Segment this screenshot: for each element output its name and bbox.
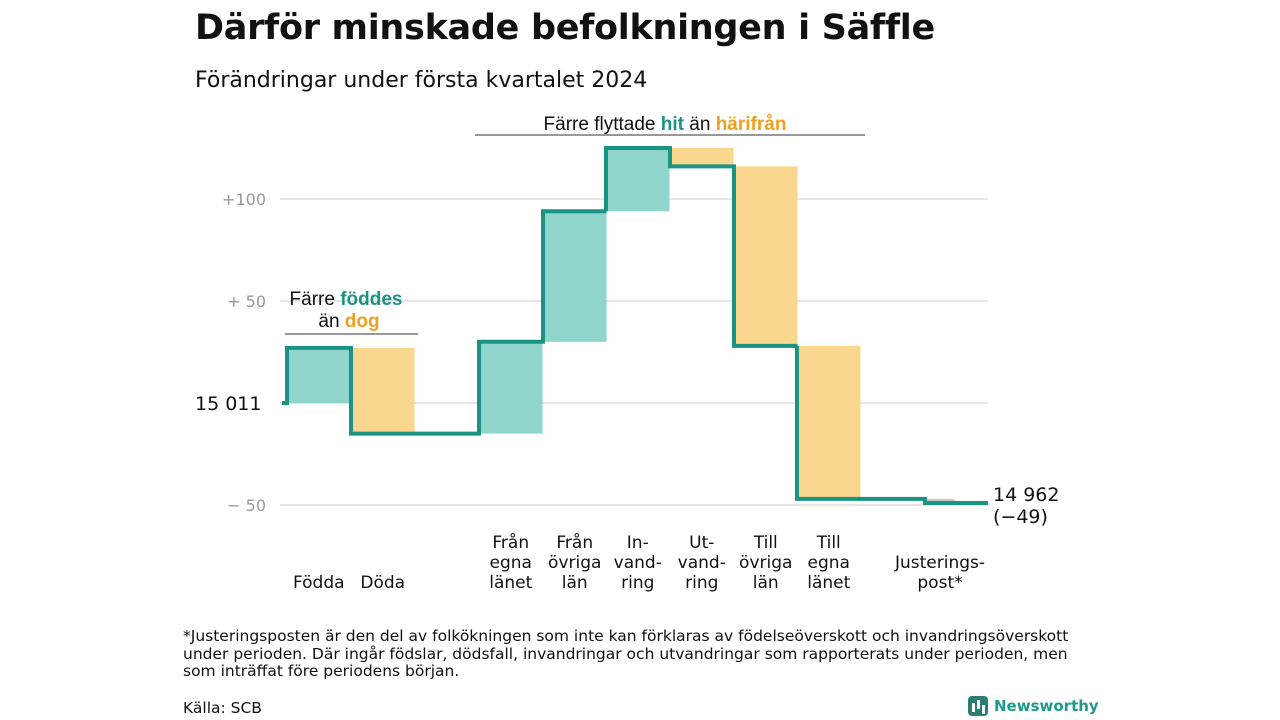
category-label: länet [489, 573, 532, 593]
category-label: län [753, 573, 779, 593]
category-label: Från [492, 532, 529, 553]
category-label: övriga [548, 553, 601, 573]
category-label: län [562, 573, 588, 593]
births-annotation-line1: Färre föddes [290, 289, 403, 310]
waterfall-chart: +100 + 50 − 50 15 011 14 962(−49) Födda Döda Fr… [195, 114, 1059, 593]
y-tick-label: − 50 [227, 496, 266, 515]
category-label: egna [490, 553, 532, 573]
cumulative-step-line [282, 146, 988, 505]
end-value-label: 14 962 [993, 484, 1059, 506]
category-label: post* [917, 573, 962, 593]
category-label: länet [807, 573, 850, 593]
category-label: vand- [614, 553, 662, 573]
category-label: vand- [678, 553, 726, 573]
waterfall-bar [479, 341, 543, 434]
waterfall-bar [925, 498, 955, 503]
category-label: Döda [360, 573, 405, 593]
brand-logo: Newsworthy [968, 696, 1099, 716]
waterfall-bar [670, 148, 734, 167]
waterfall-bar [287, 347, 351, 403]
category-label: Ut- [689, 533, 714, 553]
births-annotation-line2: än dog [318, 311, 379, 332]
waterfall-bar [734, 166, 798, 346]
category-label: Födda [293, 573, 345, 593]
waterfall-bar [797, 345, 861, 499]
category-label: övriga [739, 553, 792, 573]
page-subtitle: Förändringar under första kvartalet 2024 [195, 68, 648, 93]
waterfall-bar [606, 148, 670, 212]
end-value-label: (−49) [993, 506, 1048, 528]
source-label: Källa: SCB [183, 699, 262, 717]
category-label: Till [753, 533, 778, 553]
waterfall-bar [351, 347, 415, 434]
category-label: Från [556, 532, 593, 553]
category-label: ring [685, 573, 718, 593]
page-title: Därför minskade befolkningen i Säffle [195, 8, 935, 48]
start-value-label: 15 011 [195, 393, 261, 415]
category-label: Till [816, 533, 841, 553]
waterfall-bar [543, 211, 607, 342]
category-label: Justerings- [894, 553, 985, 573]
footnote: *Justeringsposten är den del av folkökni… [183, 627, 1069, 680]
newsworthy-logo-icon [968, 696, 988, 716]
migration-annotation: Färre flyttade hit än härifrån [544, 114, 787, 135]
y-tick-label: +100 [222, 190, 266, 209]
brand-name: Newsworthy [994, 697, 1099, 715]
category-label: egna [808, 553, 850, 573]
category-label: In- [627, 533, 649, 553]
y-tick-label: + 50 [227, 292, 266, 311]
category-label: ring [621, 573, 654, 593]
